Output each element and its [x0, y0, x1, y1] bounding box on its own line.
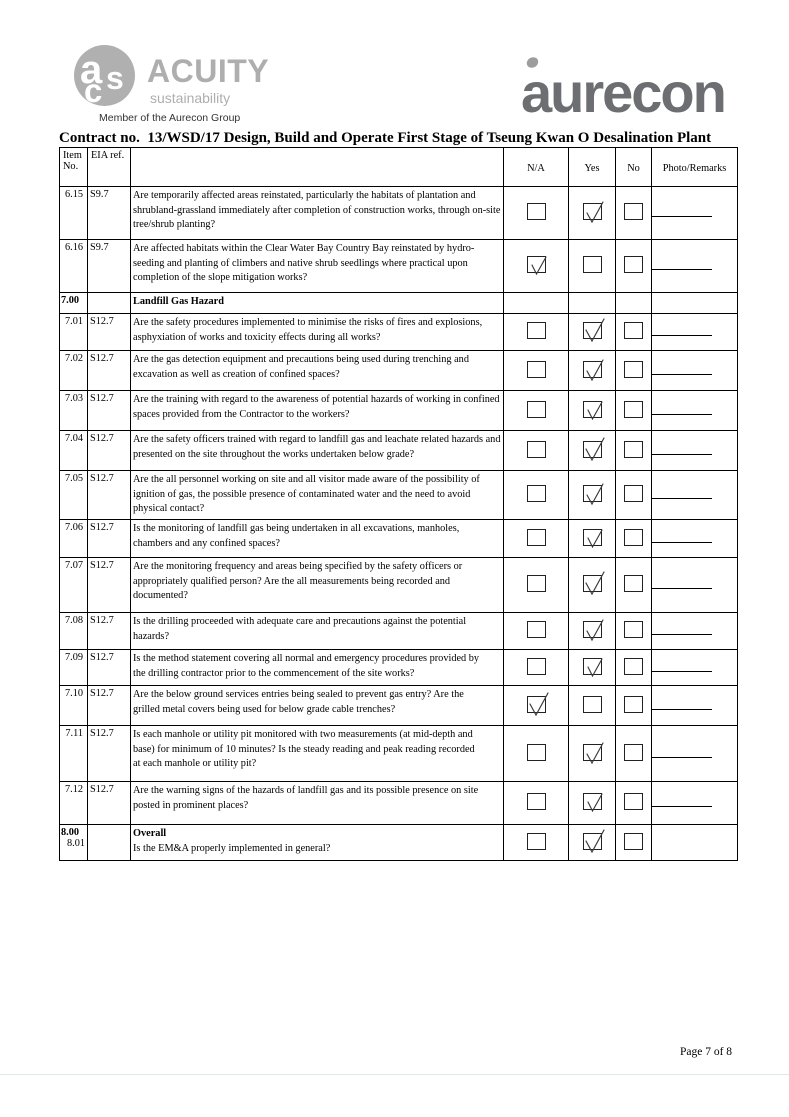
svg-text:c: c — [84, 72, 102, 106]
svg-text:s: s — [106, 60, 124, 96]
